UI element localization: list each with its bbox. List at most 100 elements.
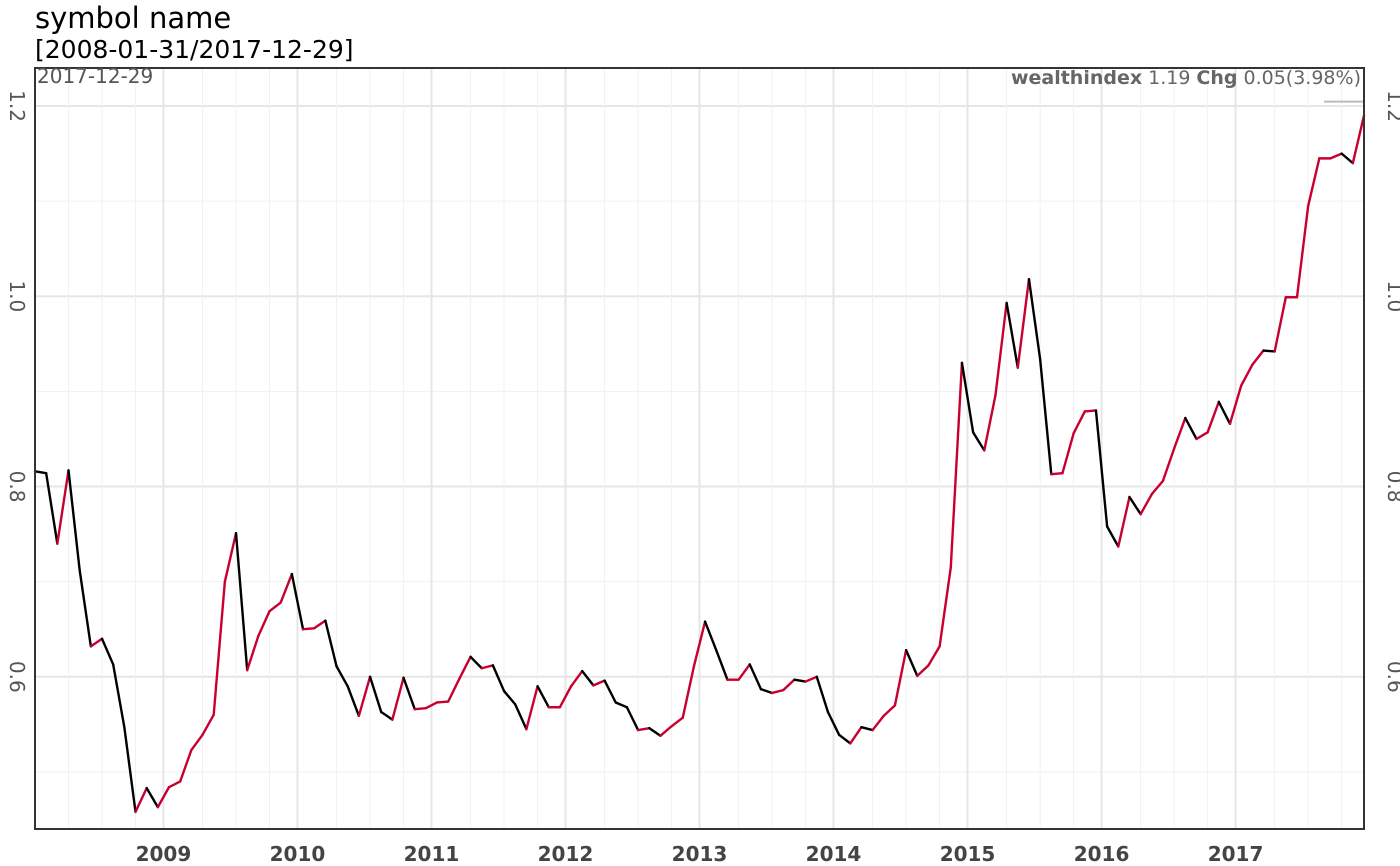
series-segment [949, 361, 964, 569]
series-segment [89, 637, 104, 648]
series-segment [904, 648, 919, 678]
series-segment [681, 665, 696, 719]
series-segment [782, 678, 796, 692]
x-tick-label: 2010 [270, 842, 326, 866]
series-segment [145, 786, 160, 809]
wealthindex-series [33, 114, 1366, 814]
series-segment [893, 648, 908, 707]
x-axis: 2009 2010 2011 2012 2013 2014 2015 2016 2017 [136, 842, 1264, 866]
series-segment [1150, 479, 1165, 496]
series-segment [56, 469, 70, 545]
series-segment [525, 685, 539, 731]
series-segment [625, 706, 640, 732]
series-segment [268, 601, 282, 613]
series-segment [212, 580, 227, 717]
y-axis-right: 0.6 0.8 1.0 1.2 [1383, 90, 1400, 693]
series-segment [1083, 409, 1098, 413]
legend-series-label: wealthindex [1011, 67, 1142, 89]
series-segment [1161, 447, 1176, 483]
series-segment [592, 679, 606, 687]
series-segment [648, 726, 662, 737]
series-segment [201, 713, 215, 737]
series-segment [1050, 472, 1064, 476]
series-segment [703, 620, 718, 652]
series-segment [1038, 357, 1053, 476]
y-tick-label-left: 1.2 [5, 90, 29, 122]
series-segment [770, 688, 785, 695]
series-segment [1094, 409, 1109, 528]
series-segment [659, 725, 673, 737]
series-segment [134, 786, 148, 814]
series-segment [804, 675, 818, 683]
series-segment [123, 726, 137, 814]
series-segment [100, 637, 115, 666]
series-segment [502, 689, 517, 706]
series-segment [1117, 495, 1131, 548]
grid [35, 68, 1364, 829]
x-tick-label: 2015 [940, 842, 996, 866]
series-segment [1251, 349, 1265, 366]
series-segment [1184, 416, 1198, 441]
series-segment [558, 685, 573, 709]
series-segment [67, 469, 81, 572]
series-segment [178, 748, 193, 783]
series-segment [402, 676, 416, 711]
y-tick-label-left: 0.8 [5, 471, 29, 503]
series-segment [1295, 204, 1310, 299]
series-segment [458, 655, 472, 680]
legend: wealthindex 1.19 Chg 0.05(3.98%) [1011, 67, 1361, 89]
series-segment [994, 301, 1008, 397]
series-segment [670, 716, 684, 728]
plot-frame [34, 67, 1365, 830]
series-segment [860, 726, 874, 732]
series-segment [245, 634, 260, 672]
series-segment [1206, 400, 1221, 434]
series-segment [1172, 416, 1187, 450]
series-segment [78, 569, 93, 648]
series-segment [916, 664, 930, 678]
x-tick-label: 2014 [806, 842, 862, 866]
series-segment [357, 675, 372, 718]
series-segment [849, 726, 863, 745]
series-segment [614, 701, 629, 709]
series-segment [313, 619, 327, 630]
series-segment [301, 627, 316, 631]
series-segment [871, 714, 885, 732]
series-segment [793, 678, 807, 683]
series-segment [636, 726, 651, 732]
y-tick-label-right: 0.8 [1383, 471, 1400, 503]
series-segment [167, 780, 182, 789]
series-segment [290, 572, 305, 631]
legend-chg-label: Chg [1196, 67, 1237, 89]
series-segment [156, 785, 171, 809]
y-axis-left: 0.6 0.8 1.0 1.2 [5, 90, 29, 693]
series-segment [324, 619, 338, 668]
series-segment [815, 675, 830, 714]
series-segment [927, 645, 941, 667]
series-segment [748, 663, 763, 691]
series-segment [536, 685, 550, 709]
series-segment [1105, 525, 1120, 548]
series-segment [960, 361, 975, 434]
series-segment [1262, 349, 1276, 353]
series-segment [469, 655, 483, 670]
series-segment [190, 733, 204, 752]
legend-chg-value: 0.05(3.98%) [1244, 67, 1362, 89]
series-segment [257, 609, 271, 638]
series-segment [391, 676, 405, 721]
series-segment [491, 664, 506, 693]
series-segment [1195, 431, 1209, 441]
series-segment [983, 394, 997, 452]
series-segment [346, 685, 361, 718]
series-segment [1072, 410, 1086, 435]
series-segment [826, 710, 841, 737]
series-segment [435, 700, 450, 704]
chart-title: symbol name [35, 1, 231, 35]
y-tick-label-right: 1.2 [1383, 90, 1400, 122]
series-segment [1005, 301, 1019, 369]
date-label: 2017-12-29 [37, 64, 153, 88]
y-tick-label-right: 1.0 [1383, 280, 1400, 312]
x-tick-label: 2016 [1074, 842, 1130, 866]
series-segment [759, 687, 774, 695]
